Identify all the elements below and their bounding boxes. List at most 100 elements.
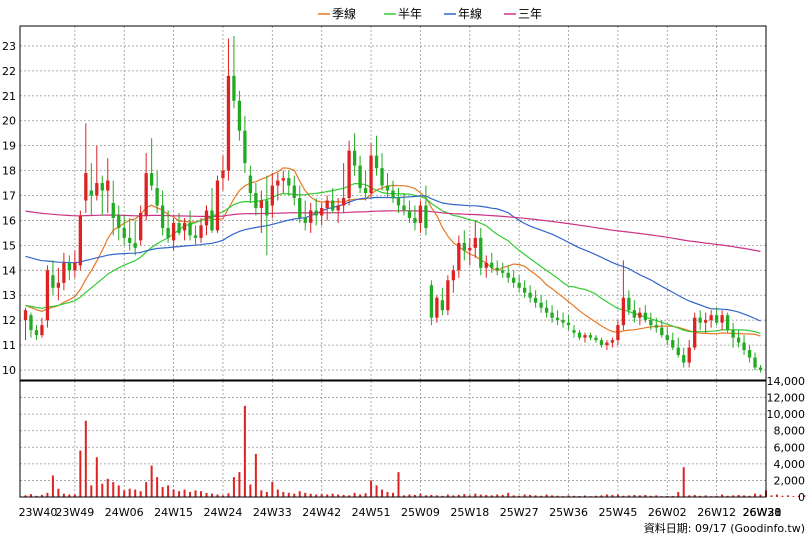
candle	[265, 175, 269, 256]
candle-body	[512, 277, 516, 283]
volume-tick-label: 6,000	[774, 441, 806, 454]
volume-bar	[402, 495, 405, 497]
candle-body	[479, 237, 483, 268]
price-tick-label: 10	[2, 364, 16, 377]
candle-body	[731, 330, 735, 338]
price-tick-label: 16	[2, 214, 16, 227]
candle-body	[665, 335, 669, 341]
candle-body	[555, 317, 560, 321]
candle	[660, 320, 664, 338]
volume-bar	[649, 495, 652, 497]
candle	[429, 280, 434, 326]
volume-bar	[479, 494, 482, 497]
volume-bar	[435, 495, 438, 497]
volume-tick-label: 4,000	[774, 458, 806, 471]
volume-bar	[260, 490, 263, 497]
candle-body	[155, 188, 159, 206]
candle	[457, 235, 461, 278]
volume-bar	[46, 492, 49, 497]
candle-body	[418, 205, 423, 223]
candle	[594, 335, 598, 343]
x-tick-label: 24W06	[105, 506, 144, 519]
candle	[380, 153, 384, 191]
x-tick-label: 26W38	[743, 506, 782, 519]
volume-bar	[238, 472, 241, 497]
candle	[501, 262, 505, 278]
candle-body	[34, 330, 39, 336]
candle-body	[237, 100, 242, 131]
candle	[544, 300, 549, 318]
volume-bar	[90, 485, 93, 497]
volume-bar	[265, 492, 268, 497]
volume-bar	[754, 493, 757, 497]
candle-body	[566, 322, 571, 326]
volume-bar	[424, 495, 427, 497]
candle-body	[139, 212, 143, 241]
candle-body	[714, 315, 719, 323]
volume-tick-label: 14,000	[767, 375, 806, 388]
candle	[665, 327, 669, 346]
candle	[325, 195, 329, 221]
candle-body	[643, 312, 647, 321]
volume-bar	[62, 493, 65, 497]
candle-body	[413, 217, 417, 223]
candle-body	[352, 150, 357, 166]
volume-bar	[518, 495, 521, 497]
volume-bar	[210, 493, 213, 497]
x-tick-label: 26W21	[743, 506, 782, 519]
candle-body	[358, 165, 362, 189]
volume-bar	[775, 494, 778, 497]
candle	[320, 203, 324, 226]
candle	[555, 310, 560, 326]
candle-body	[298, 198, 302, 218]
candle-body	[100, 183, 104, 191]
candle-body	[363, 188, 368, 194]
candle-body	[215, 180, 220, 231]
candle	[506, 265, 510, 283]
candle-body	[616, 325, 620, 341]
candle-body	[341, 198, 346, 206]
volume-bar	[594, 495, 597, 497]
volume-bar	[287, 492, 290, 497]
legend-item: 三年	[504, 7, 542, 21]
legend-item: 季線	[318, 6, 356, 21]
candle-body	[177, 222, 181, 233]
volume-bar	[156, 477, 159, 497]
candle-body	[577, 332, 582, 338]
candle	[287, 170, 291, 196]
volume-bar	[227, 493, 230, 497]
volume-bar	[221, 495, 224, 497]
legend: 季線 半年 年線 三年	[318, 6, 542, 21]
candle	[747, 345, 752, 363]
candle-body	[210, 210, 214, 231]
candle	[106, 158, 110, 213]
candle	[100, 175, 104, 216]
volume-bar	[507, 492, 510, 497]
candle-body	[544, 307, 549, 313]
volume-bar	[172, 489, 175, 497]
candle	[424, 185, 428, 236]
volume-bar	[655, 495, 658, 497]
candle	[440, 287, 445, 316]
candle-body	[144, 173, 148, 216]
x-tick-label: 26W12	[697, 506, 736, 519]
candle-body	[73, 262, 77, 271]
legend-item: 半年	[384, 7, 422, 21]
volume-bar	[293, 493, 296, 497]
candle	[182, 217, 187, 241]
candle	[566, 315, 571, 331]
volume-bar	[51, 475, 54, 497]
volume-bar	[145, 482, 148, 497]
candle	[347, 140, 351, 206]
candle	[67, 255, 72, 281]
price-tick-label: 22	[2, 65, 16, 78]
ma-halfyear-line	[25, 182, 761, 334]
candle-body	[320, 207, 324, 216]
candle-body	[287, 178, 291, 186]
volume-bar	[446, 494, 449, 497]
candle	[303, 200, 307, 231]
candle	[638, 307, 642, 326]
candle	[709, 310, 713, 328]
volume-bar	[57, 488, 60, 497]
candle	[45, 265, 50, 328]
